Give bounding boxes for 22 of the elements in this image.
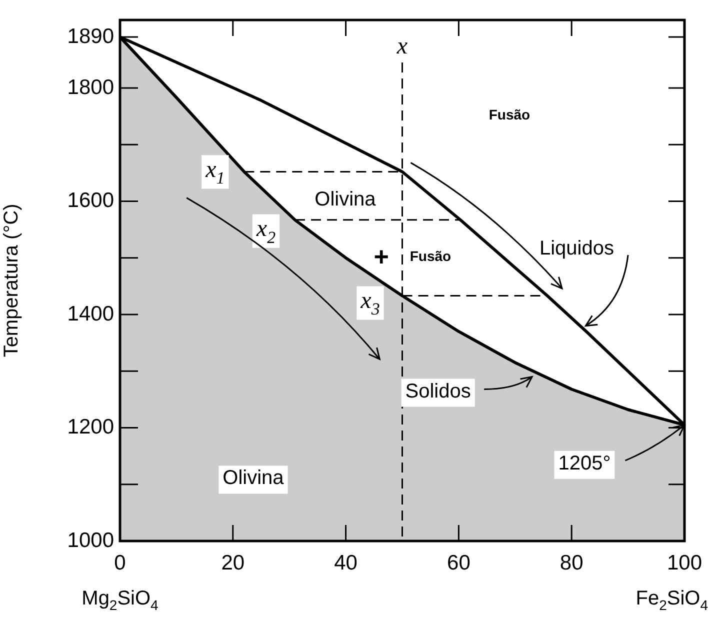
x-tick-label: 20 [221, 551, 245, 574]
y-tick-label: 1890 [67, 24, 114, 48]
annotation: 1205° [558, 452, 611, 474]
annotation: x [396, 33, 408, 60]
y-tick-label: 1000 [67, 528, 114, 552]
y-tick-label: 1600 [67, 189, 114, 212]
y-axis-title: Temperatura (°C) [0, 204, 23, 358]
y-tick-label: 1400 [67, 302, 114, 326]
x-tick-label: 100 [666, 551, 702, 574]
annotation: Solidos [405, 380, 471, 402]
annotation: Fusão [488, 106, 530, 123]
annotation: Liquidos [539, 237, 614, 260]
x-tick-label: 60 [447, 551, 470, 574]
annotation: + [374, 242, 389, 272]
y-tick-label: 1800 [67, 76, 114, 99]
y-tick-label: 1200 [67, 416, 114, 439]
x-tick-label: 0 [114, 551, 126, 574]
annotation: Olivina [314, 188, 377, 211]
x-tick-label: 80 [560, 551, 584, 574]
annotation: Olivina [222, 467, 285, 490]
annotation: Fusão [410, 248, 452, 264]
x-tick-label: 40 [334, 551, 358, 574]
